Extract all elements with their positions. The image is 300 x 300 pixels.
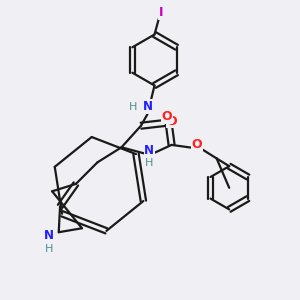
- Text: I: I: [159, 6, 163, 20]
- Text: N: N: [144, 144, 154, 158]
- Text: O: O: [191, 138, 202, 152]
- Text: O: O: [167, 115, 177, 128]
- Text: H: H: [129, 101, 138, 112]
- Text: N: N: [44, 229, 54, 242]
- Text: O: O: [162, 110, 172, 124]
- Text: N: N: [142, 100, 153, 113]
- Text: H: H: [145, 158, 153, 169]
- Text: H: H: [45, 244, 53, 254]
